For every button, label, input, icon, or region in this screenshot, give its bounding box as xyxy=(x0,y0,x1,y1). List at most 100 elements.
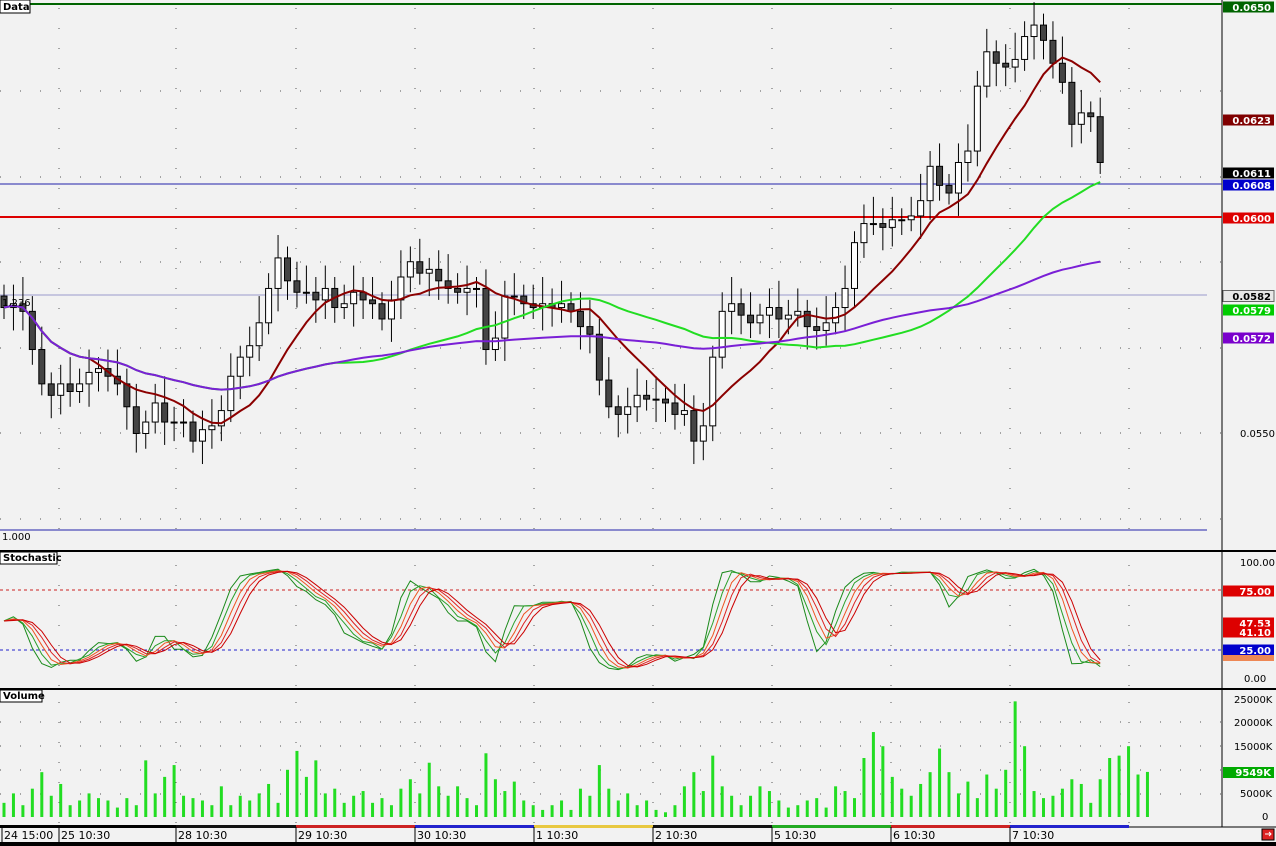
candle-body xyxy=(142,421,150,434)
candle-body xyxy=(718,310,726,358)
candle-body xyxy=(841,287,849,309)
candle-body xyxy=(614,406,622,415)
volume-bar xyxy=(720,786,724,817)
volume-bar xyxy=(616,800,620,817)
session-segment xyxy=(0,825,176,828)
candle-body xyxy=(709,356,717,427)
volume-bar xyxy=(522,800,526,817)
volume-bar xyxy=(560,800,564,817)
volume-bar xyxy=(1032,791,1036,817)
candle-body xyxy=(246,345,254,358)
candle-body xyxy=(888,219,896,228)
price-panel[interactable] xyxy=(0,0,1222,550)
volume-bar xyxy=(352,795,356,817)
price-badge-value: 0.0650 xyxy=(1232,3,1271,14)
volume-bar xyxy=(871,732,875,817)
candle-body xyxy=(340,303,348,309)
volume-bar xyxy=(106,800,110,817)
candle-body xyxy=(1068,81,1076,125)
volume-bar xyxy=(626,793,630,817)
date-label: 2 10:30 xyxy=(655,829,697,842)
session-segment xyxy=(415,825,534,828)
volume-bar xyxy=(767,791,771,817)
date-label: 24 15:00 xyxy=(4,829,53,842)
candle-body xyxy=(132,406,140,434)
stoch-badge-overlap xyxy=(1223,655,1274,661)
volume-bar xyxy=(1013,701,1017,817)
volume-bar xyxy=(1089,802,1093,817)
volume-bar xyxy=(418,793,422,817)
volume-bar xyxy=(11,793,15,817)
horizontal-levels xyxy=(0,3,1222,651)
session-segment xyxy=(534,825,653,828)
volume-bar xyxy=(59,783,63,817)
volume-badge-value: 9549K xyxy=(1235,768,1272,779)
candle-body xyxy=(454,287,462,293)
candle-body xyxy=(255,322,263,347)
volume-panel-title: Volume xyxy=(3,691,45,702)
candle-body xyxy=(491,337,499,351)
candle-body xyxy=(1049,39,1057,64)
volume-bar xyxy=(229,805,233,817)
volume-bar xyxy=(115,807,119,817)
volume-bar xyxy=(125,798,129,817)
volume-bar xyxy=(484,753,488,817)
volume-bar xyxy=(824,807,828,817)
volume-bar xyxy=(30,788,34,817)
session-segment xyxy=(653,825,772,828)
price-badge-value: 0.0579 xyxy=(1232,306,1271,317)
price-badge xyxy=(1223,304,1274,316)
candle-body xyxy=(586,326,594,335)
volume-bar xyxy=(219,786,223,817)
volume-bar xyxy=(711,755,715,817)
candle-body xyxy=(47,383,55,396)
fib-label-top: 1.236 xyxy=(2,298,31,309)
vol-tick-0: 0 xyxy=(1262,812,1268,823)
volume-bar xyxy=(1079,783,1083,817)
candle-body xyxy=(1040,24,1047,41)
arrow-right-icon xyxy=(1265,831,1272,837)
volume-bar xyxy=(304,776,308,817)
volume-bar xyxy=(673,805,677,817)
candle-body xyxy=(170,421,178,424)
candle-body xyxy=(671,402,679,415)
volume-bar xyxy=(777,800,781,817)
candle-body xyxy=(284,257,291,282)
volume-bar xyxy=(276,802,280,817)
volume-bar xyxy=(654,809,658,817)
candle-body xyxy=(690,410,698,442)
candle-body xyxy=(954,161,962,194)
volume-bar xyxy=(956,793,960,817)
date-label: 7 10:30 xyxy=(1012,829,1054,842)
session-strip xyxy=(0,825,1129,828)
volume-bar xyxy=(361,791,365,817)
volume-bar xyxy=(182,795,186,817)
volume-bar xyxy=(200,800,204,817)
candle-body xyxy=(869,223,877,226)
price-badge xyxy=(1223,179,1274,191)
volume-bar xyxy=(1004,769,1008,817)
candle-body xyxy=(161,402,169,423)
price-badge-value: 0.0572 xyxy=(1232,334,1271,345)
volume-bar xyxy=(597,765,601,817)
candle-body xyxy=(936,165,944,186)
stoch-badge-value: 75.00 xyxy=(1239,587,1271,598)
volume-bar xyxy=(49,795,53,817)
time-axis[interactable] xyxy=(0,827,1276,842)
volume-bar xyxy=(238,795,242,817)
volume-bar xyxy=(503,791,507,817)
volume-bar xyxy=(635,805,639,817)
volume-bar xyxy=(550,805,554,817)
volume-bar xyxy=(890,776,894,817)
volume-bar xyxy=(437,786,441,817)
volume-bar xyxy=(371,802,375,817)
candle-body xyxy=(0,295,8,309)
date-label: 30 10:30 xyxy=(417,829,466,842)
volume-bar xyxy=(966,781,970,817)
volume-bar xyxy=(947,772,951,817)
volume-bar xyxy=(295,750,299,817)
volume-bar xyxy=(87,793,91,817)
volume-bar xyxy=(40,772,44,817)
stoch-d3-line xyxy=(3,570,1101,668)
